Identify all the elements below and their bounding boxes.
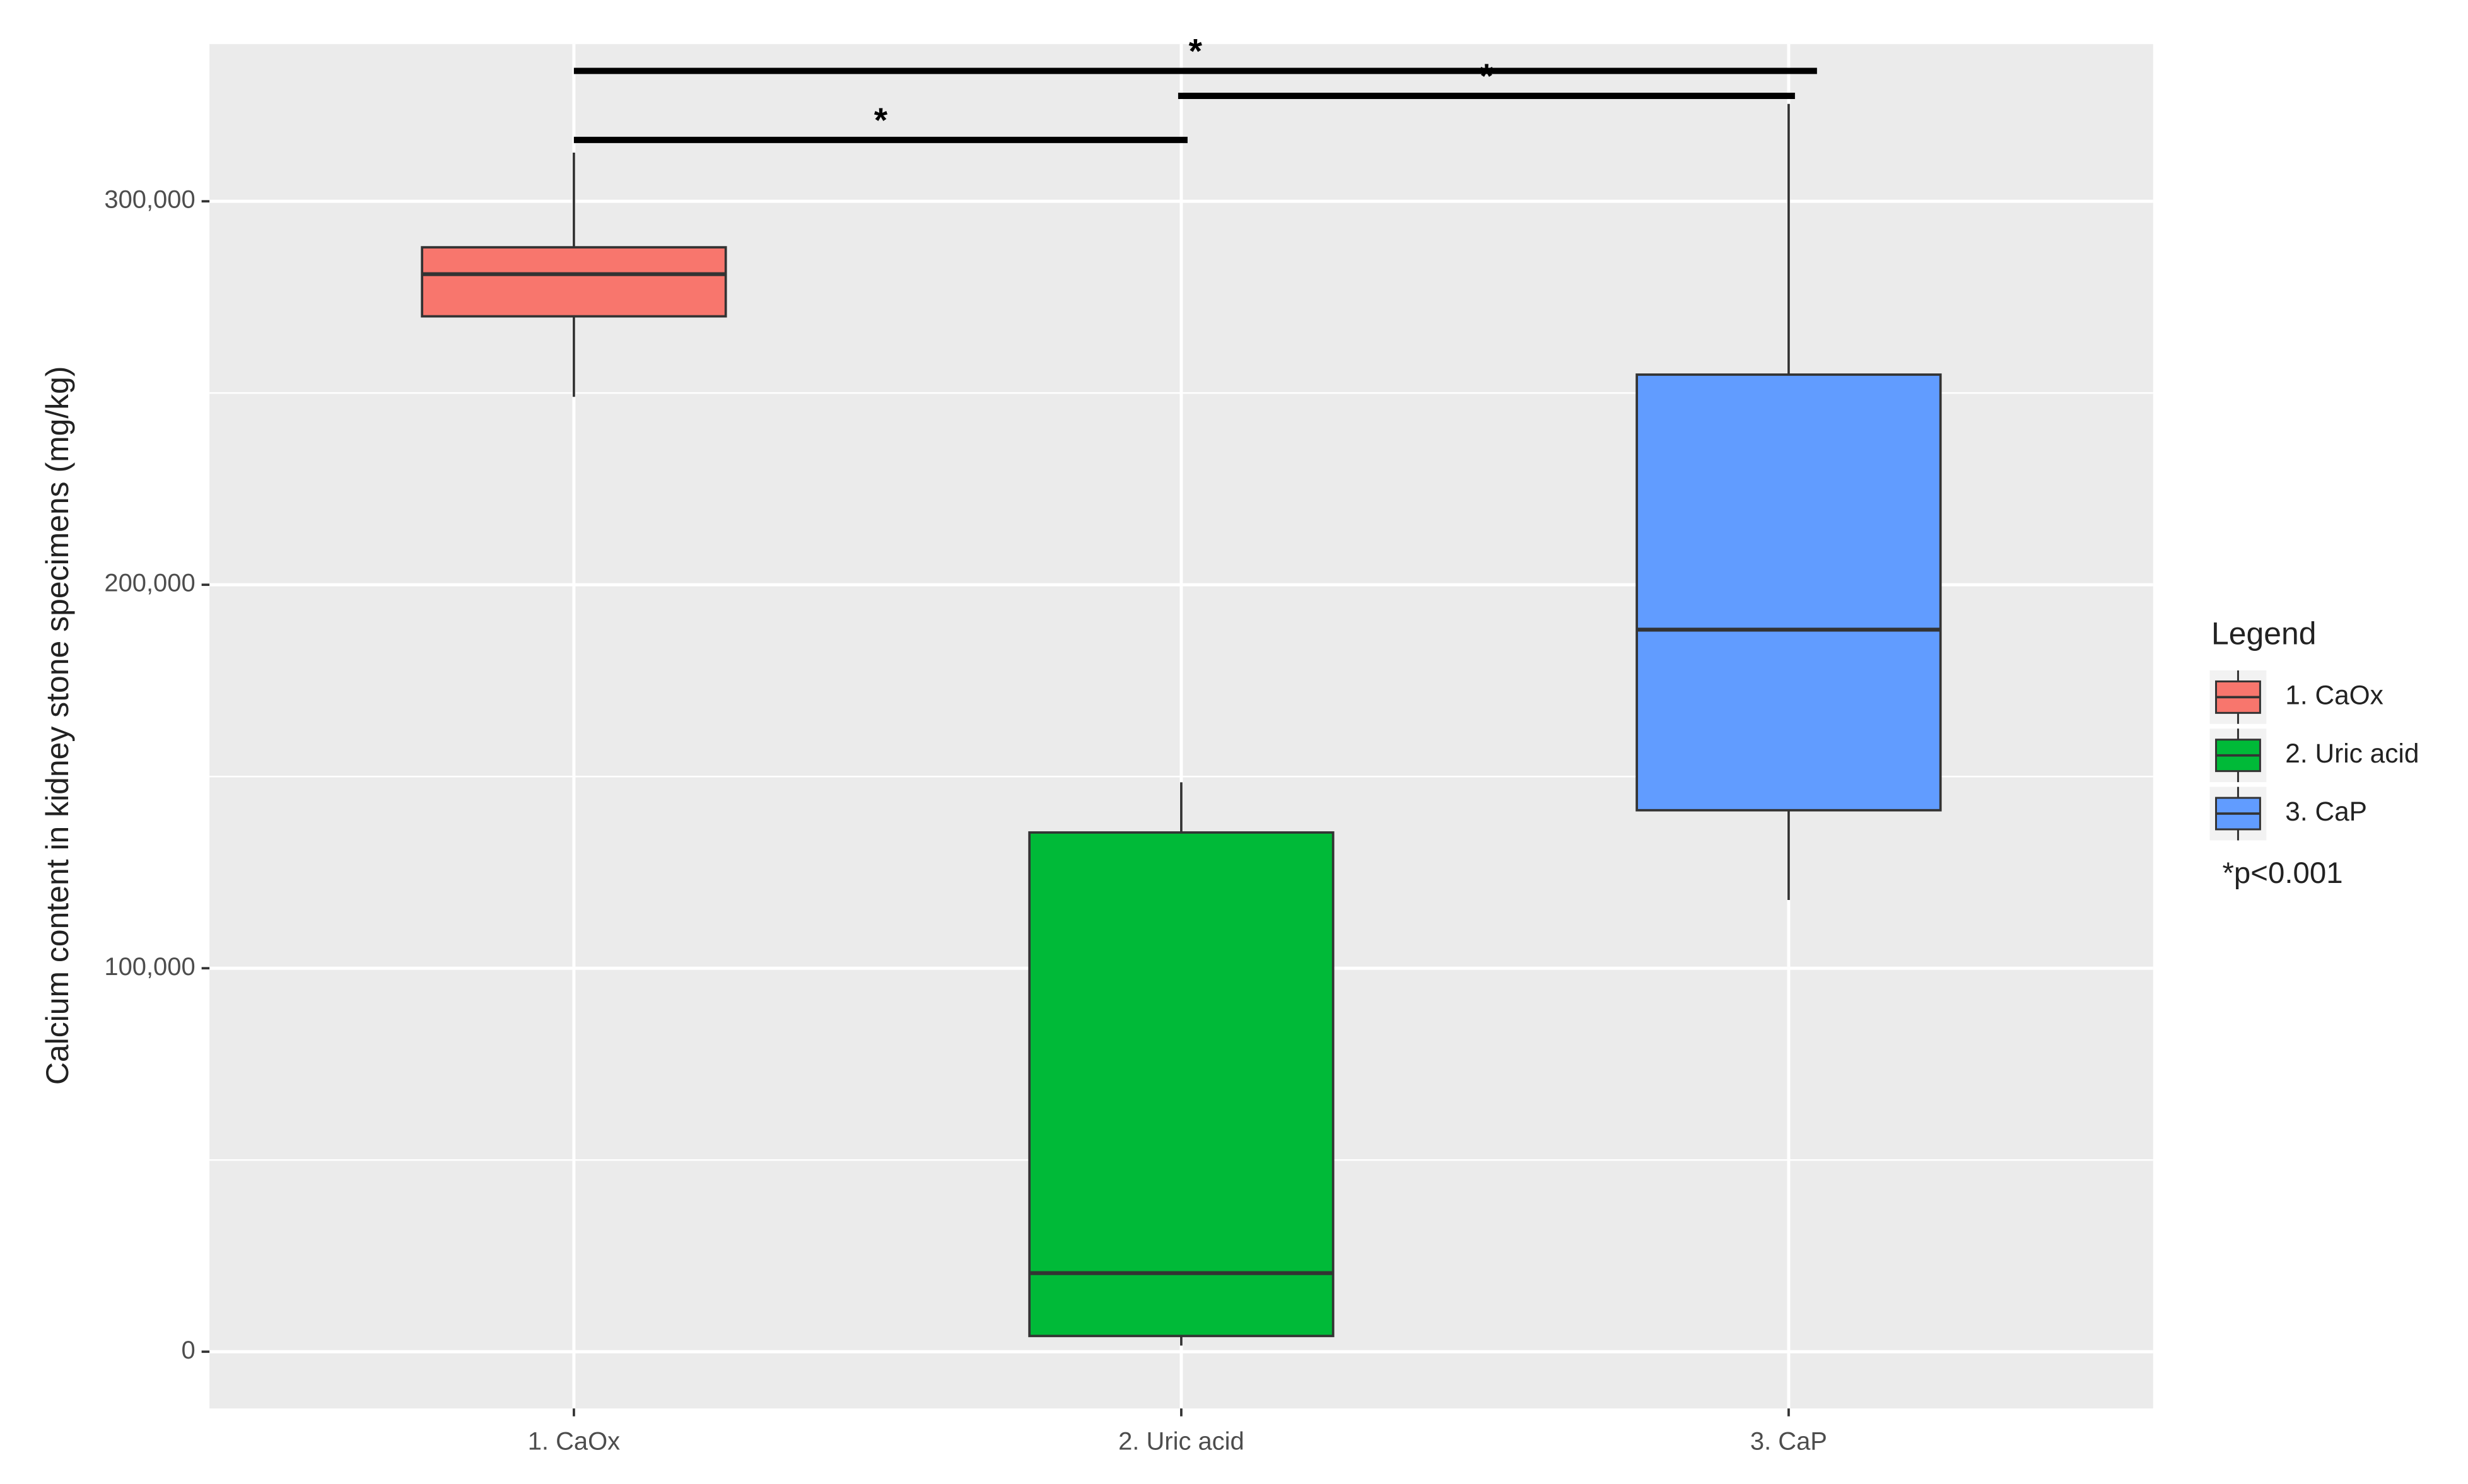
box [1635,373,1942,812]
significance-label: * [874,100,888,139]
significance-label: * [1480,56,1494,95]
legend-label: 1. CaOx [2285,681,2383,710]
y-tick-label: 300,000 [104,186,195,214]
legend-label: 3. CaP [2285,797,2367,826]
y-tick-label: 100,000 [104,953,195,981]
x-tick-label: 2. Uric acid [1118,1428,1244,1456]
y-axis-label: Calcium content in kidney stone specimen… [40,366,75,1085]
box [421,246,727,318]
box [1028,831,1335,1338]
legend-title: Legend [2211,616,2316,651]
legend-note: *p<0.001 [2223,856,2343,890]
y-tick-label: 200,000 [104,570,195,597]
x-tick-label: 1. CaOx [528,1428,620,1456]
x-tick-label: 3. CaP [1750,1428,1827,1456]
y-tick-label: 0 [181,1336,195,1364]
legend-label: 2. Uric acid [2285,739,2419,768]
significance-label: * [1189,31,1203,70]
